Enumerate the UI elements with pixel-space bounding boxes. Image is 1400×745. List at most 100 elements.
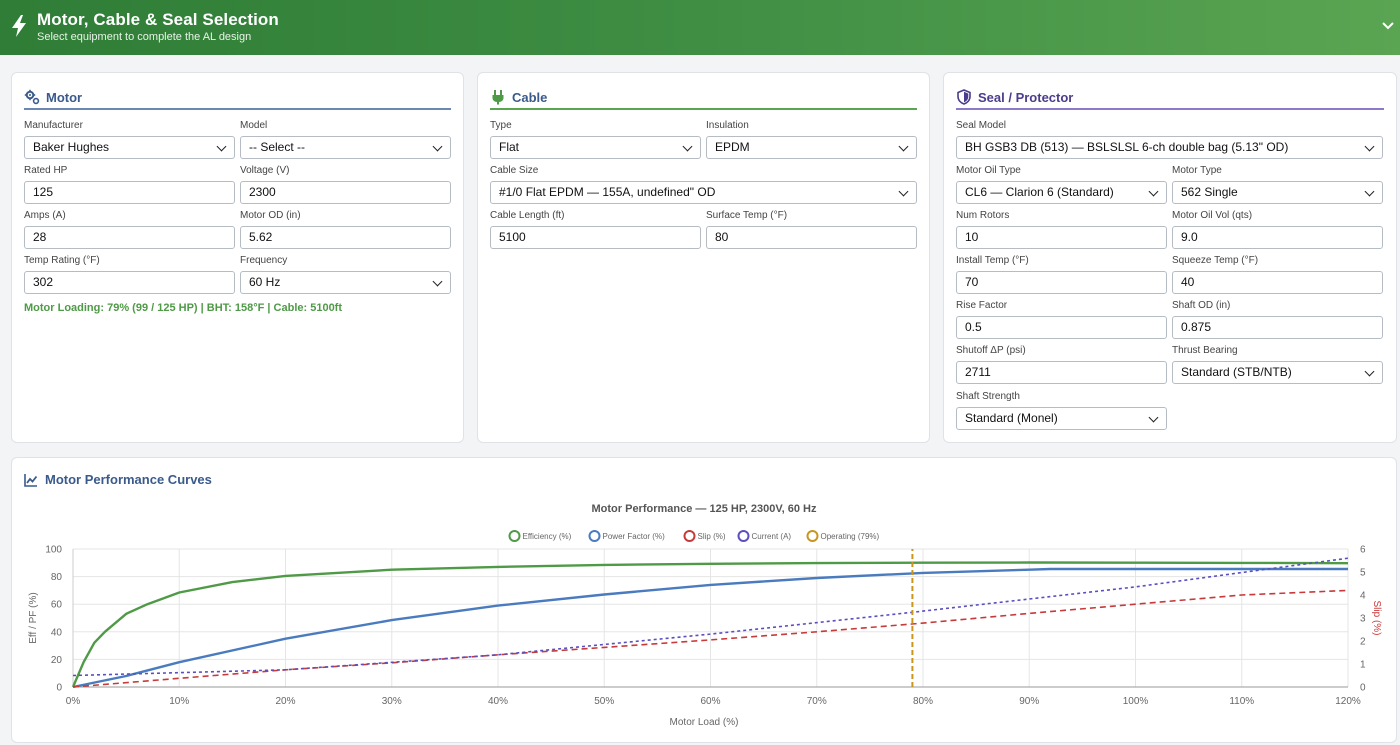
cable-panel-title: Cable [490,87,547,107]
y-tick-label: 20 [51,655,63,666]
thrust-bearing-select[interactable]: Standard (STB/NTB) [1172,361,1383,384]
seal-panel-title: Seal / Protector [956,87,1073,107]
chart-ticks: 0% 10% 20% 30% 40% 50% 60% 70% 80% 90% 100% 110% 120… [45,545,1366,708]
y-tick-label: 40 [51,627,63,638]
seal-panel: Seal / Protector Seal Model BH GSB3 DB (… [943,72,1397,443]
divider [490,108,917,110]
power-factor-series [72,567,1348,689]
cable-length-field: Cable Length (ft) 5100 [490,209,701,249]
oil-vol-label: Motor Oil Vol (qts) [1172,210,1253,221]
y2-tick-label: 3 [1360,614,1366,625]
seal-model-field: Seal Model BH GSB3 DB (513) — BSLSLSL 6-… [956,119,1383,159]
insulation-field: Insulation EPDM [706,119,917,159]
page-header: Motor, Cable & Seal Selection Select equ… [0,0,1400,55]
x-tick-label: 110% [1229,696,1254,707]
shaft-od-label: Shaft OD (in) [1172,300,1231,311]
efficiency-series [71,561,1349,688]
oil-type-select[interactable]: CL6 — Clarion 6 (Standard) [956,181,1167,204]
rated-hp-label: Rated HP [24,165,68,176]
y2-tick-label: 5 [1360,568,1366,579]
amps-label: Amps (A) [24,210,66,221]
manufacturer-field: Manufacturer Baker Hughes [24,119,235,159]
motor-type-select[interactable]: 562 Single [1172,181,1383,204]
cable-title-text: Cable [512,89,548,105]
thrust-bearing-label: Thrust Bearing [1172,345,1238,356]
shaft-od-input[interactable]: 0.875 [1172,316,1383,339]
amps-input[interactable]: 28 [24,226,235,249]
slip-series-legend-marker [683,530,696,542]
cable-size-select[interactable]: #1/0 Flat EPDM — 155A, undefined" OD [490,181,917,204]
temp-rating-input[interactable]: 302 [24,271,235,294]
motor-type-label: Motor Type [1172,165,1222,176]
oil-vol-input[interactable]: 9.0 [1172,226,1383,249]
x-tick-label: 40% [488,696,508,707]
rated-hp-input[interactable]: 125 [24,181,235,204]
chevron-down-icon[interactable] [1380,18,1396,34]
shield-icon [957,89,971,105]
y-tick-label: 80 [51,572,63,583]
voltage-label: Voltage (V) [240,165,290,176]
performance-chart: Motor Performance — 125 HP, 2300V, 60 Hz… [28,503,1382,728]
current-series-legend-marker [737,530,750,542]
bolt-icon [12,15,26,37]
performance-title-text: Motor Performance Curves [45,472,212,487]
shaft-strength-select[interactable]: Standard (Monel) [956,407,1167,430]
frequency-label: Frequency [240,255,288,266]
cable-type-field: Type Flat [490,119,701,159]
current-series-legend-label: Current (A) [752,532,792,541]
temp-rating-field: Temp Rating (°F) 302 [24,254,235,294]
page-subtitle: Select equipment to complete the AL desi… [37,31,252,43]
x-tick-label: 80% [913,696,933,707]
shutoff-dp-input[interactable]: 2711 [956,361,1167,384]
voltage-field: Voltage (V) 2300 [240,164,451,204]
y2-tick-label: 6 [1360,545,1366,556]
y2-axis-label: Slip (%) [1371,600,1382,635]
num-rotors-label: Num Rotors [956,210,1010,221]
operating-line-legend-marker [806,530,819,542]
num-rotors-input[interactable]: 10 [956,226,1167,249]
oil-type-label: Motor Oil Type [956,165,1021,176]
x-tick-label: 50% [594,696,614,707]
cable-panel: Cable Type Flat Insulation EPDM Cable Si… [477,72,930,443]
y-tick-label: 60 [51,600,63,611]
cable-length-input[interactable]: 5100 [490,226,701,249]
efficiency-series-legend-label: Efficiency (%) [523,532,572,541]
thrust-bearing-field: Thrust Bearing Standard (STB/NTB) [1172,344,1383,384]
surface-temp-input[interactable]: 80 [706,226,917,249]
model-select[interactable]: -- Select -- [240,136,451,159]
x-tick-label: 90% [1019,696,1039,707]
insulation-select[interactable]: EPDM [706,136,917,159]
x-axis-label: Motor Load (%) [670,717,739,728]
power-factor-series-legend-marker [588,530,601,542]
shutoff-dp-field: Shutoff ΔP (psi) 2711 [956,344,1167,384]
y2-tick-label: 0 [1360,683,1366,694]
rise-factor-input[interactable]: 0.5 [956,316,1167,339]
motor-od-input[interactable]: 5.62 [240,226,451,249]
divider [956,108,1384,110]
shaft-strength-field: Shaft Strength Standard (Monel) [956,390,1167,430]
manufacturer-select[interactable]: Baker Hughes [24,136,235,159]
squeeze-temp-input[interactable]: 40 [1172,271,1383,294]
slip-series-legend-label: Slip (%) [698,532,726,541]
voltage-input[interactable]: 2300 [240,181,451,204]
y-axis-label: Eff / PF (%) [28,592,39,644]
x-tick-label: 100% [1123,696,1149,707]
oil-vol-field: Motor Oil Vol (qts) 9.0 [1172,209,1383,249]
x-tick-label: 120% [1335,696,1361,707]
performance-panel: Motor Performance Curves Motor Performan… [11,457,1397,743]
cable-type-select[interactable]: Flat [490,136,701,159]
cable-size-field: Cable Size #1/0 Flat EPDM — 155A, undefi… [490,164,917,204]
y2-tick-label: 1 [1360,660,1366,671]
y-tick-label: 0 [56,683,62,694]
install-temp-input[interactable]: 70 [956,271,1167,294]
frequency-select[interactable]: 60 Hz [240,271,451,294]
cable-length-label: Cable Length (ft) [490,210,565,221]
chart-title: Motor Performance — 125 HP, 2300V, 60 Hz [592,503,817,515]
surface-temp-label: Surface Temp (°F) [706,210,788,221]
y-tick-label: 100 [45,545,62,556]
model-field: Model -- Select -- [240,119,451,159]
rise-factor-label: Rise Factor [956,300,1008,311]
seal-model-select[interactable]: BH GSB3 DB (513) — BSLSLSL 6-ch double b… [956,136,1383,159]
squeeze-temp-label: Squeeze Temp (°F) [1172,255,1259,266]
efficiency-series-legend-marker [508,530,521,542]
